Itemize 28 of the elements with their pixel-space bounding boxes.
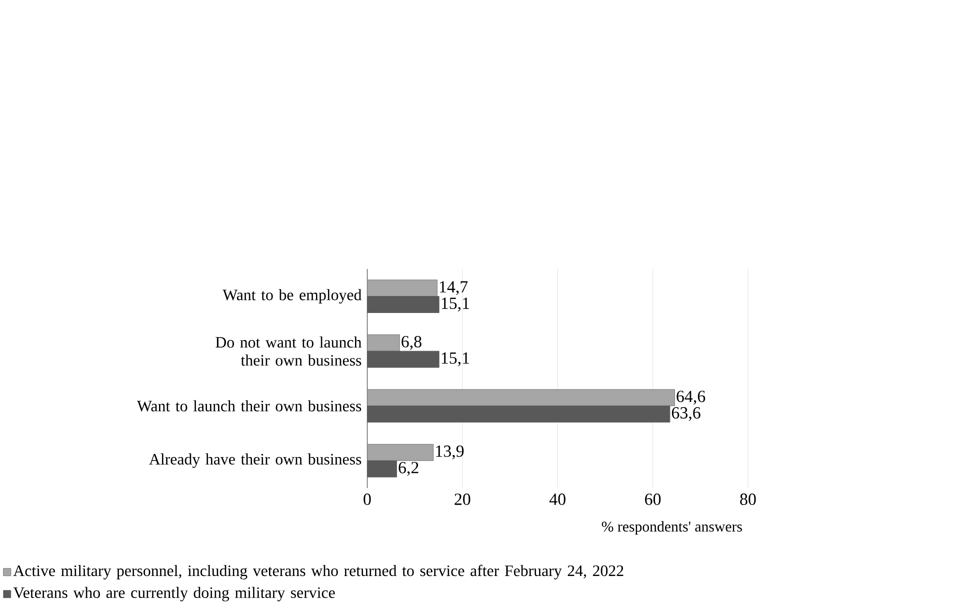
y-tick-label: Do not want to launch their own business	[216, 336, 362, 366]
x-tick-label: 20	[454, 494, 470, 506]
data-label: 13,9	[436, 446, 464, 460]
x-tick-label: 40	[549, 494, 566, 506]
bar	[367, 334, 400, 352]
data-label: 6,2	[398, 462, 418, 476]
data-label: 15,1	[442, 352, 470, 366]
y-tick-label: Want to launch their own business	[136, 400, 362, 412]
bar	[367, 406, 670, 423]
bar	[367, 296, 440, 314]
y-tick-label: Want to be employed	[222, 289, 362, 304]
bar	[367, 280, 438, 297]
bar	[367, 444, 434, 462]
bar	[367, 389, 675, 406]
y-tick-label: Already have their own business	[149, 454, 362, 468]
data-label: 64,6	[676, 391, 706, 405]
bar	[367, 351, 440, 368]
legend-label: Active military personnel, including veterans who returned to service after February 24, 2022	[13, 565, 624, 580]
x-tick-label: 80	[740, 494, 756, 506]
x-tick-label: 60	[645, 494, 661, 506]
data-label: 6,8	[402, 336, 422, 350]
data-label: 14,7	[440, 281, 468, 296]
data-label: 15,1	[442, 298, 470, 312]
x-tick-label: 0	[364, 494, 371, 506]
x-axis-title: % respondents' answers	[602, 521, 742, 535]
legend-label: Veterans who are currently doing military service	[13, 587, 335, 602]
data-label: 63,6	[672, 407, 700, 422]
bar	[367, 460, 397, 478]
